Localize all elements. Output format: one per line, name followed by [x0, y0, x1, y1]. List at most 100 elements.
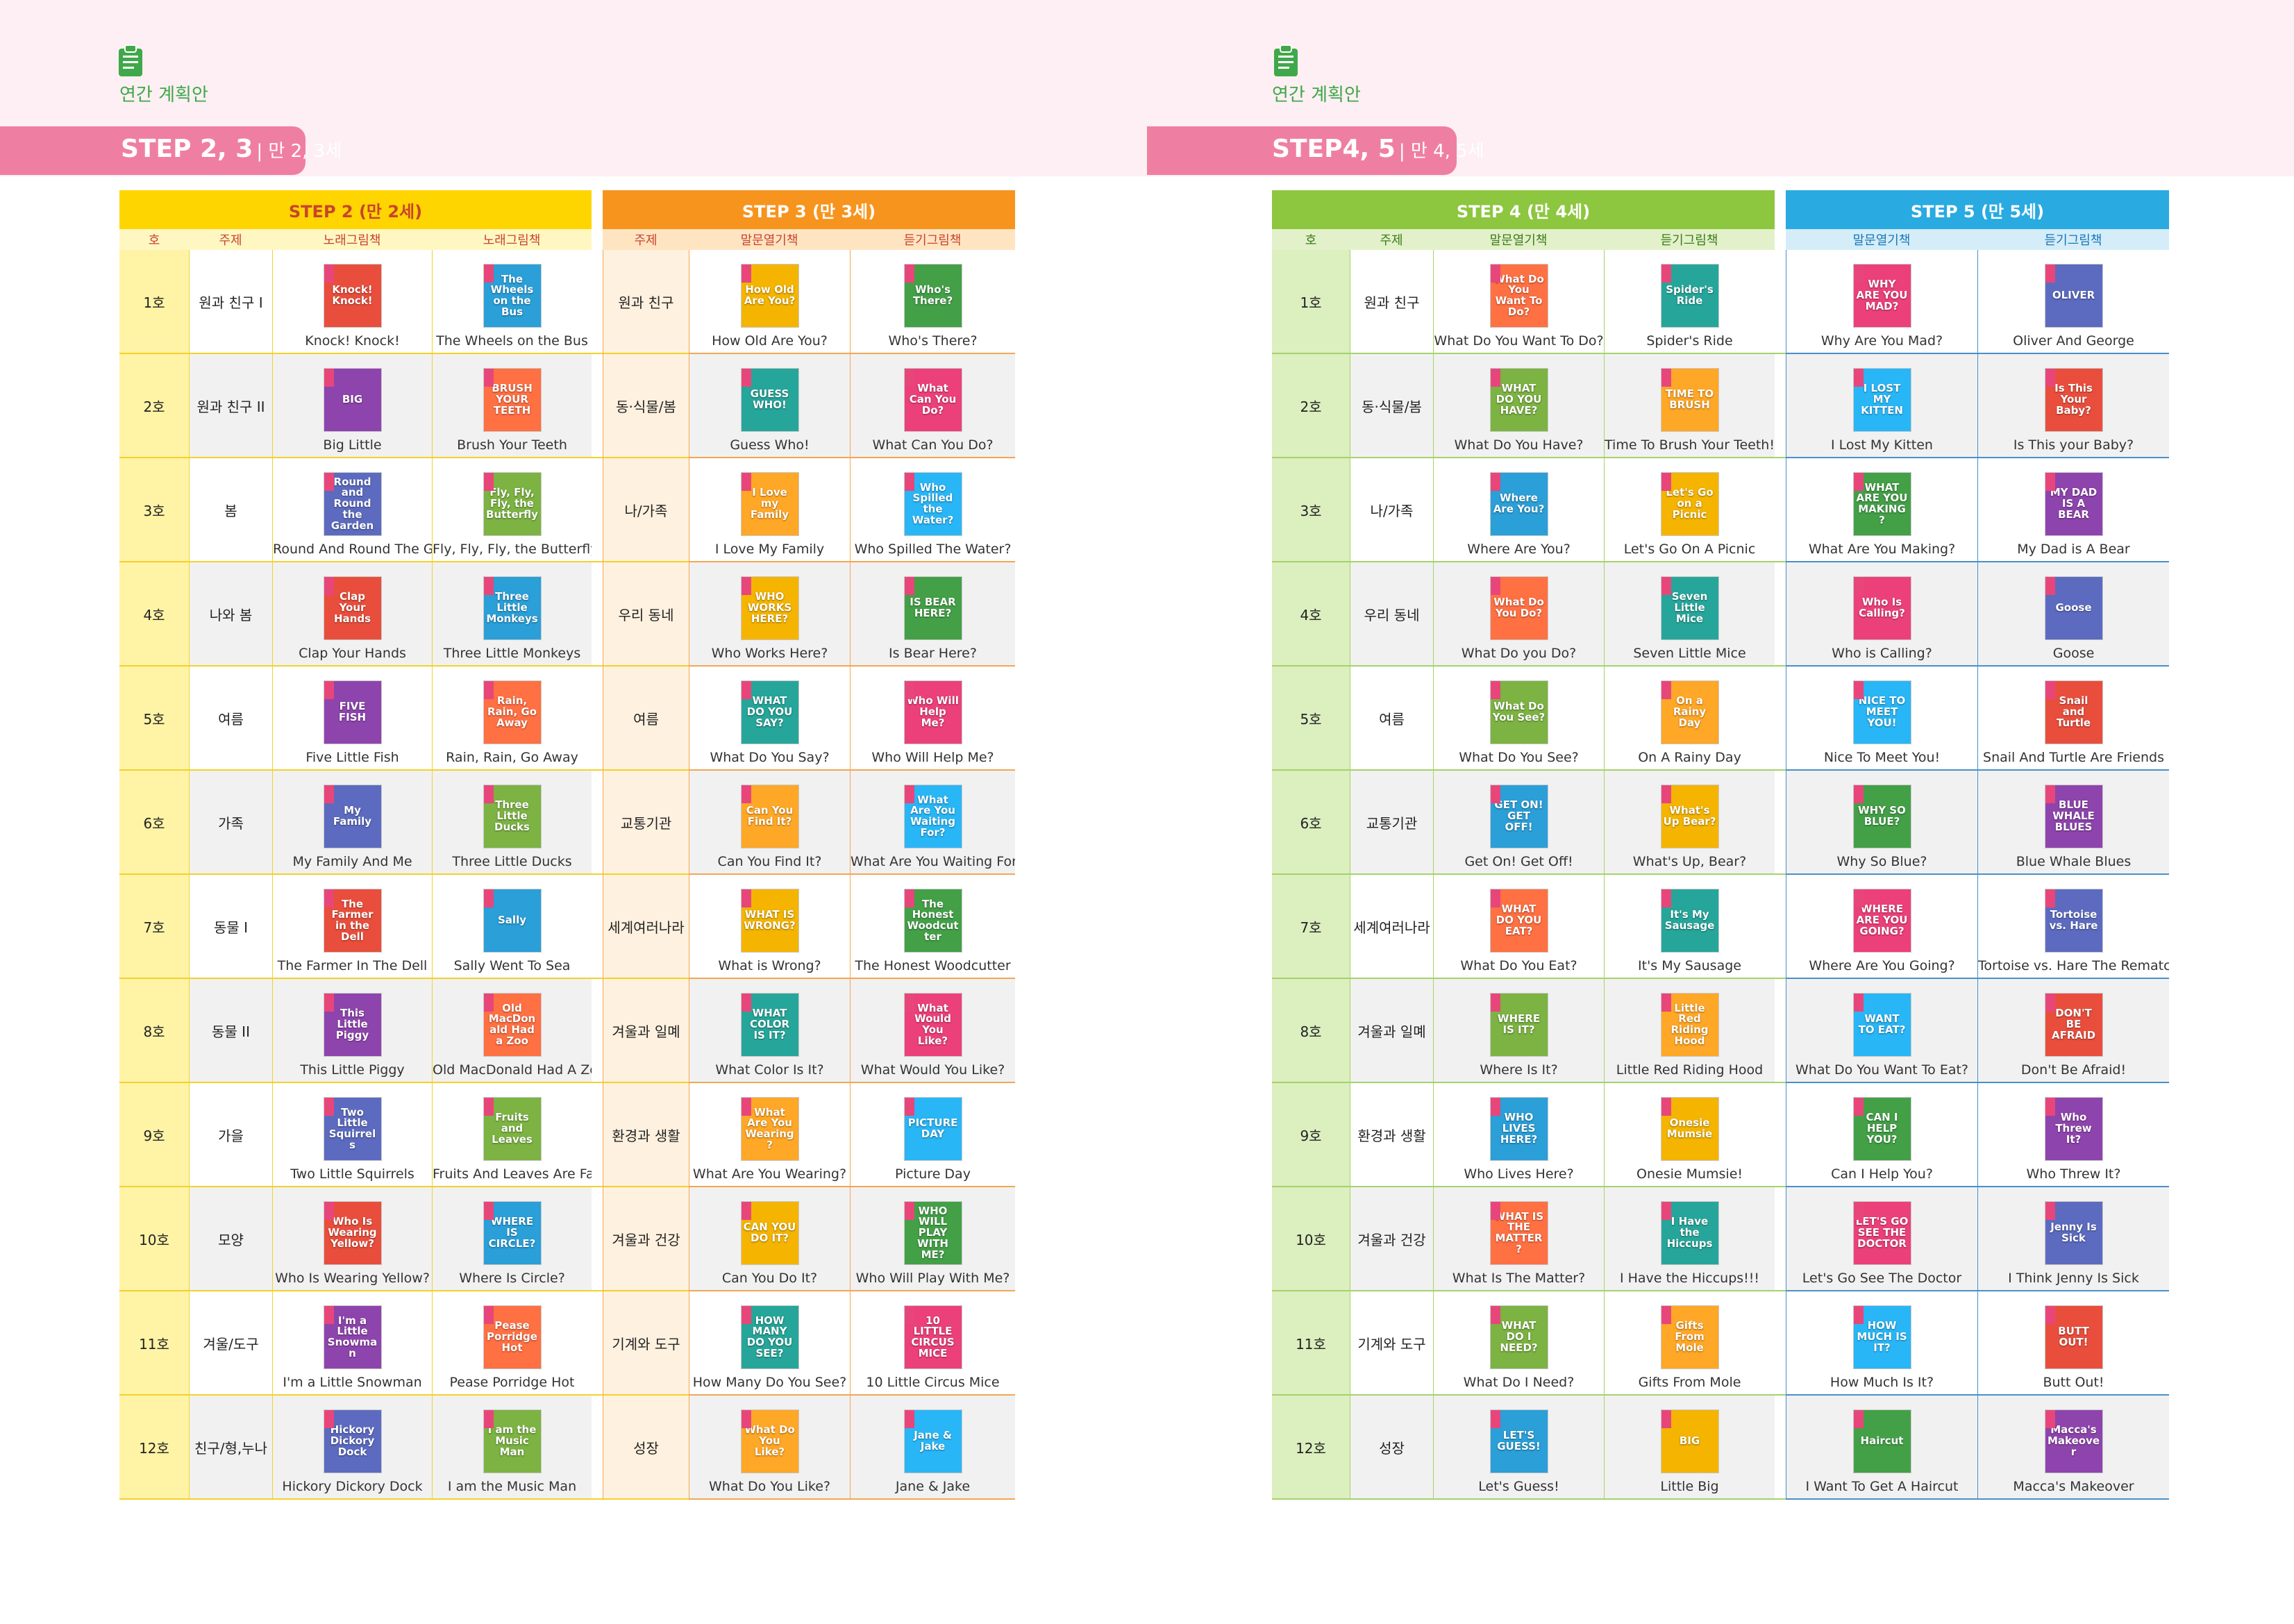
cover-tab-mark — [741, 473, 751, 491]
book-cell: WHERE ARE YOU GOING? Where Are You Going? — [1786, 875, 1977, 979]
col-header: 노래그림책 — [432, 229, 592, 250]
book-cell: NICE TO MEET YOU! Nice To Meet You! — [1786, 667, 1977, 771]
book-title: Who Lives Here? — [1464, 1166, 1574, 1182]
book-cover-image: GUESS WHO! — [740, 368, 799, 432]
cover-title: Seven Little Mice — [1671, 590, 1708, 625]
book-cover-image: IS BEAR HERE? — [903, 576, 962, 640]
cover-title: HOW MUCH IS IT? — [1857, 1319, 1907, 1354]
book-title: The Wheels on the Bus — [436, 333, 588, 349]
cover-tab-mark — [741, 1098, 751, 1116]
col-header: 노래그림책 — [272, 229, 432, 250]
book-title: This Little Piggy — [300, 1062, 405, 1078]
cover-title: I'm a Little Snowman — [327, 1314, 378, 1359]
plan-row: 9호 가을 Two Little Squirrels Two Little Squir… — [119, 1083, 1015, 1187]
book-title: Spider's Ride — [1646, 333, 1733, 349]
cover-title: What's Up Bear? — [1663, 804, 1716, 828]
book-cell: PICTURE DAY Picture Day — [850, 1083, 1015, 1187]
cover-tab-mark — [904, 994, 914, 1012]
issue-number: 8호 — [1272, 979, 1350, 1083]
book-cell: The Honest Woodcutter The Honest Woodcutt… — [850, 875, 1015, 979]
theme-cell: 환경과 생활 — [603, 1083, 689, 1187]
book-title: What Do You Eat? — [1460, 958, 1577, 973]
group-header-step5: STEP 5 (만 5세) — [1786, 190, 2169, 229]
cover-tab-mark — [1661, 1410, 1671, 1428]
cover-title: Who Is Wearing Yellow? — [328, 1215, 377, 1250]
theme-cell: 봄 — [189, 458, 272, 562]
book-cover-image: The Wheels on the Bus — [483, 264, 542, 328]
book-cover-image: Old MacDonald Had a Zoo — [483, 993, 542, 1057]
cover-tab-mark — [324, 1098, 334, 1116]
book-cell: Where Are You? Where Are You? — [1433, 458, 1604, 562]
book-cell: The Farmer in the Dell The Farmer In The … — [272, 875, 432, 979]
cover-tab-mark — [483, 1098, 494, 1116]
cover-tab-mark — [741, 369, 751, 387]
book-title: Blue Whale Blues — [2016, 854, 2132, 869]
cover-tab-mark — [483, 785, 494, 803]
cover-title: Who Spilled the Water? — [912, 480, 954, 526]
cover-title: Two Little Squirrels — [328, 1105, 376, 1151]
cover-tab-mark — [904, 473, 914, 491]
issue-number: 3호 — [119, 458, 189, 562]
plan-row: 10호 모양 Who Is Wearing Yellow? Who Is Wearin… — [119, 1187, 1015, 1291]
theme-cell: 동·식물/봄 — [1350, 354, 1433, 458]
cover-tab-mark — [483, 369, 494, 387]
col-header: 주제 — [603, 229, 689, 250]
book-title: What Do I Need? — [1463, 1375, 1575, 1390]
book-cover-image: What Do You See? — [1489, 680, 1548, 744]
book-title: Brush Your Teeth — [457, 437, 567, 453]
book-cell: Fly, Fly, Fly, the Butterfly Fly, Fly, Fl… — [432, 458, 592, 562]
cover-tab-mark — [324, 994, 334, 1012]
cover-tab-mark — [1853, 265, 1864, 283]
issue-number: 1호 — [119, 250, 189, 354]
clipboard-icon — [119, 44, 142, 76]
issue-number: 3호 — [1272, 458, 1350, 562]
cover-tab-mark — [483, 889, 494, 907]
book-cell: BIG Little Big — [1604, 1396, 1775, 1500]
issue-number: 7호 — [1272, 875, 1350, 979]
cover-title: Three Little Ducks — [494, 798, 530, 833]
book-title: Who Spilled The Water? — [854, 542, 1012, 557]
cover-title: Who Will Help Me? — [907, 694, 959, 729]
theme-cell: 세계여러나라 — [1350, 875, 1433, 979]
cover-title: Spider's Ride — [1666, 283, 1714, 307]
book-cover-image: How Old Are You? — [740, 264, 799, 328]
col-header: 말문열기책 — [689, 229, 850, 250]
issue-number: 5호 — [119, 667, 189, 771]
cover-title: Little Red Riding Hood — [1671, 1001, 1709, 1047]
book-cover-image: Who Is Wearing Yellow? — [323, 1201, 382, 1265]
book-title: I Love My Family — [714, 542, 825, 557]
cover-title: On a Rainy Day — [1673, 694, 1707, 729]
group-header-step3: STEP 3 (만 3세) — [603, 190, 1015, 229]
plan-row: 5호 여름 What Do You See? What Do You See? On a… — [1272, 667, 2169, 771]
book-cell: WHAT IS THE MATTER? What Is The Matter? — [1433, 1187, 1604, 1291]
book-cover-image: The Honest Woodcutter — [903, 889, 962, 953]
book-cell: Jenny Is Sick I Think Jenny Is Sick — [1977, 1187, 2169, 1291]
book-title: Who Will Play With Me? — [855, 1271, 1010, 1286]
plan-row: 1호 원과 친구 I Knock! Knock! Knock! Knock! The W… — [119, 250, 1015, 354]
book-title: Guess Who! — [730, 437, 810, 453]
cover-title: I Love my Family — [750, 486, 789, 521]
book-title: Little Big — [1660, 1479, 1719, 1494]
book-cell: Jane & Jake Jane & Jake — [850, 1396, 1015, 1500]
clipboard-icon — [1274, 44, 1298, 76]
cover-tab-mark — [1490, 1306, 1500, 1324]
book-title: Five Little Fish — [305, 750, 399, 765]
book-title: What Do You Want To Do? — [1434, 333, 1604, 349]
book-cover-image: NICE TO MEET YOU! — [1852, 680, 1911, 744]
cover-title: WHO LIVES HERE? — [1500, 1111, 1538, 1146]
cover-title: TIME TO BRUSH — [1665, 387, 1714, 411]
plan-row: 10호 겨울과 건강 WHAT IS THE MATTER? What Is The … — [1272, 1187, 2169, 1291]
cover-title: WHAT DO YOU SAY? — [746, 694, 793, 729]
cover-tab-mark — [904, 265, 914, 283]
cover-title: What Do You See? — [1492, 700, 1546, 723]
cover-title: My Family — [333, 804, 372, 828]
issue-number: 12호 — [119, 1396, 189, 1500]
book-title: The Honest Woodcutter — [855, 958, 1011, 973]
book-cell: BLUE WHALE BLUES Blue Whale Blues — [1977, 771, 2169, 875]
cover-title: WHO WILL PLAY WITH ME? — [917, 1204, 948, 1261]
book-cover-image: BIG — [323, 368, 382, 432]
book-title: My Family And Me — [292, 854, 412, 869]
theme-cell: 가을 — [189, 1083, 272, 1187]
cover-title: Hickory Dickory Dock — [330, 1423, 375, 1458]
issue-number: 6호 — [1272, 771, 1350, 875]
